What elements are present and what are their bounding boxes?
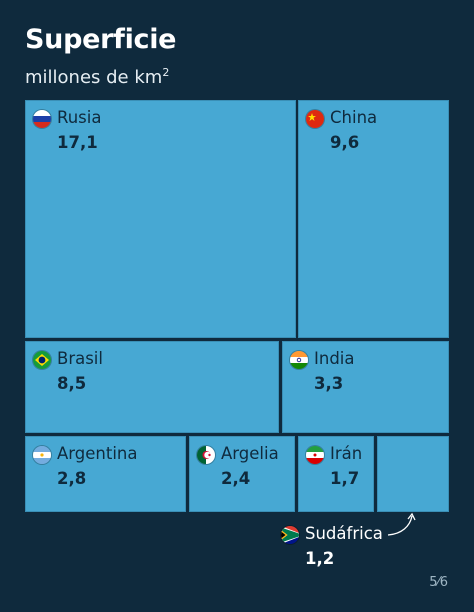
cell-label: Sudáfrica <box>305 524 383 543</box>
treemap-cell-argentina <box>25 436 186 512</box>
india-flag-icon <box>290 351 308 369</box>
cell-label: Argelia <box>221 444 279 463</box>
treemap-cell-south-africa <box>377 436 449 512</box>
cell-label: China <box>330 108 378 127</box>
callout-arrow <box>387 512 416 536</box>
brazil-flag-icon <box>33 351 51 369</box>
cell-value: 2,4 <box>221 469 251 488</box>
cell-value: 8,5 <box>57 374 87 393</box>
iran-flag-icon <box>306 446 324 464</box>
subtitle-text: millones de km <box>25 67 163 88</box>
treemap-cell-russia <box>25 100 296 338</box>
subtitle-superscript: 2 <box>162 66 170 79</box>
cell-label: Rusia <box>57 108 102 127</box>
cell-value: 17,1 <box>57 133 98 152</box>
algeria-flag-icon <box>197 446 215 464</box>
china-flag-icon <box>306 110 324 128</box>
argentina-flag-icon <box>33 446 51 464</box>
cell-value: 1,2 <box>305 549 335 568</box>
cell-label: Irán <box>330 444 363 463</box>
russia-flag-icon <box>33 110 51 128</box>
cell-value: 3,3 <box>314 374 344 393</box>
chart-title: Superficie <box>25 24 177 55</box>
cell-label: India <box>314 349 355 368</box>
cell-label: Argentina <box>57 444 138 463</box>
south-africa-flag-icon <box>281 526 299 544</box>
treemap-cell-brazil <box>25 341 279 433</box>
page-indicator: 5⁄6 <box>429 575 448 590</box>
cell-value: 2,8 <box>57 469 87 488</box>
treemap-cell-china <box>298 100 449 338</box>
cell-label: Brasil <box>57 349 103 368</box>
cell-value: 9,6 <box>330 133 360 152</box>
treemap-cell-india <box>282 341 449 433</box>
cell-value: 1,7 <box>330 469 360 488</box>
chart-subtitle: millones de km2 <box>25 66 169 88</box>
